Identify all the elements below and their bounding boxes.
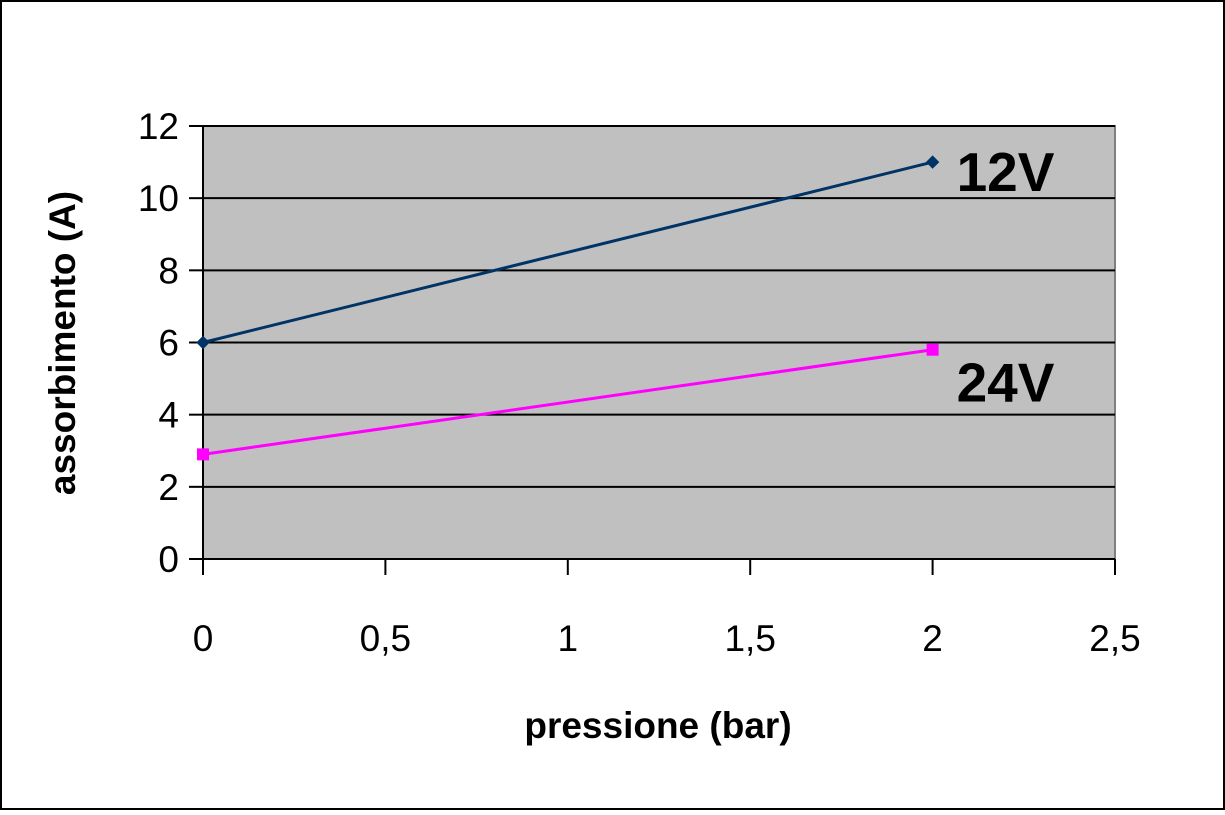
x-axis-title: pressione (bar) [524,705,791,746]
y-tick-label: 12 [138,106,179,147]
y-tick-label: 8 [158,250,179,291]
y-tick-label: 4 [158,395,179,436]
series-label-12V: 12V [957,141,1055,203]
x-tick-label: 2,5 [1089,618,1140,659]
tick-labels: 0 2 4 6 8 10 12 0 0,5 1 1,5 2 2,5 [138,106,1141,659]
data-point-24V [197,448,209,461]
series-lines [196,155,940,461]
data-point-12V [925,155,940,169]
series-line-24V [202,348,933,456]
x-tick-label: 0 [193,618,214,659]
data-point-24V [926,343,939,356]
x-tick-label: 1,5 [724,618,775,659]
series-line-12V [202,160,933,344]
series-labels: 12V 24V [957,141,1055,414]
y-tick-label: 6 [158,323,179,364]
axes [189,125,1116,575]
y-tick-label: 2 [158,467,179,508]
x-tick-label: 0,5 [360,618,411,659]
y-axis-title: assorbimento (A) [42,191,83,495]
grid-lines [203,125,1115,488]
y-tick-label: 10 [138,178,179,219]
series-label-24V: 24V [957,352,1055,414]
x-tick-label: 2 [922,618,943,659]
y-tick-label: 0 [158,539,179,580]
data-point-12V [196,335,210,350]
x-tick-label: 1 [558,618,579,659]
